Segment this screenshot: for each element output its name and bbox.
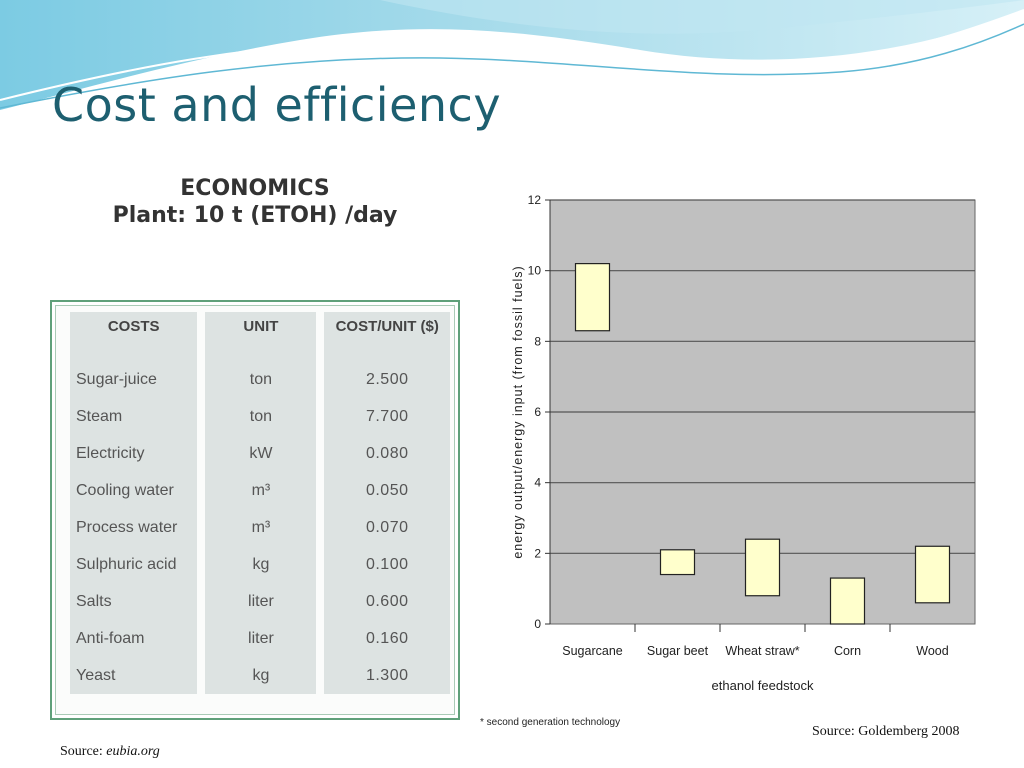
cost-name-cell: Electricity <box>70 435 198 473</box>
column-header-unit: UNIT <box>205 312 317 362</box>
cost-name-cell: Anti-foam <box>70 620 198 658</box>
table-row: Cooling water m³ 0.050 <box>70 472 450 510</box>
y-tick-label: 2 <box>534 546 541 560</box>
unit-cell: kW <box>205 435 317 473</box>
chart-footnote: * second generation technology <box>480 717 620 728</box>
table-row: Anti-foam liter 0.160 <box>70 620 450 658</box>
cost-name-cell: Yeast <box>70 657 198 695</box>
unit-cell: m³ <box>205 509 317 547</box>
source-right: Source: Goldemberg 2008 <box>812 724 960 739</box>
range-bar <box>829 577 866 625</box>
cost-name-cell: Sugar-juice <box>70 362 198 399</box>
costs-table-header-row: COSTS UNIT COST/UNIT ($) <box>70 312 450 362</box>
cost-value-cell: 7.700 <box>324 398 450 436</box>
source-left: Source: eubia.org <box>60 744 160 760</box>
unit-cell: ton <box>205 398 317 436</box>
unit-cell: kg <box>205 657 317 695</box>
cost-value-cell: 0.080 <box>324 435 450 473</box>
y-tick-label: 6 <box>534 405 541 419</box>
header-wave-decoration <box>0 0 1024 110</box>
cost-name-cell: Steam <box>70 398 198 436</box>
table-row: Yeast kg 1.300 <box>70 657 450 695</box>
y-tick-label: 10 <box>528 264 542 278</box>
economics-heading-block: ECONOMICS Plant: 10 t (ETOH) /day <box>80 176 430 228</box>
x-tick-label: Wood <box>916 644 948 658</box>
range-bar <box>744 538 781 597</box>
y-axis-label: energy output/energy input (from fossil … <box>511 265 525 558</box>
cost-value-cell: 2.500 <box>324 362 450 399</box>
range-bar <box>659 549 696 576</box>
range-bar <box>574 262 611 332</box>
y-tick-label: 4 <box>534 476 541 490</box>
economics-subheading: Plant: 10 t (ETOH) /day <box>112 203 398 228</box>
cost-value-cell: 1.300 <box>324 657 450 695</box>
y-tick-label: 8 <box>534 334 541 348</box>
x-tick-label: Corn <box>834 644 861 658</box>
column-header-cost-per-unit: COST/UNIT ($) <box>324 312 450 362</box>
table-row: Electricity kW 0.080 <box>70 435 450 473</box>
range-bar <box>914 545 951 604</box>
table-row: Sulphuric acid kg 0.100 <box>70 546 450 584</box>
table-row: Steam ton 7.700 <box>70 398 450 436</box>
cost-name-cell: Process water <box>70 509 198 547</box>
cost-name-cell: Cooling water <box>70 472 198 510</box>
unit-cell: liter <box>205 583 317 621</box>
unit-cell: ton <box>205 362 317 399</box>
y-tick-label: 12 <box>528 193 542 207</box>
cost-value-cell: 0.100 <box>324 546 450 584</box>
x-tick-label: Sugar beet <box>647 644 709 658</box>
table-row: Sugar-juice ton 2.500 <box>70 362 450 399</box>
cost-value-cell: 0.050 <box>324 472 450 510</box>
table-row: Process water m³ 0.070 <box>70 509 450 547</box>
x-axis-label: ethanol feedstock <box>712 678 814 693</box>
cost-name-cell: Sulphuric acid <box>70 546 198 584</box>
x-tick-label: Wheat straw* <box>725 644 799 658</box>
costs-table-frame: COSTS UNIT COST/UNIT ($) Sugar-juice ton… <box>50 300 460 720</box>
source-left-prefix: Source: <box>60 744 107 759</box>
unit-cell: liter <box>205 620 317 658</box>
x-tick-label: Sugarcane <box>562 644 623 658</box>
unit-cell: kg <box>205 546 317 584</box>
source-left-site: eubia.org <box>106 744 160 759</box>
economics-heading: ECONOMICS <box>180 176 330 201</box>
unit-cell: m³ <box>205 472 317 510</box>
cost-value-cell: 0.070 <box>324 509 450 547</box>
cost-value-cell: 0.160 <box>324 620 450 658</box>
cost-name-cell: Salts <box>70 583 198 621</box>
column-header-costs: COSTS <box>70 312 198 362</box>
energy-ratio-chart: 0 2 4 6 8 10 12 Sugarcane Sugar beet Wheat straw… <box>478 165 990 745</box>
table-row: Salts liter 0.600 <box>70 583 450 621</box>
costs-table: COSTS UNIT COST/UNIT ($) Sugar-juice ton… <box>62 312 458 695</box>
slide-title: Cost and efficiency <box>52 78 502 132</box>
cost-value-cell: 0.600 <box>324 583 450 621</box>
y-tick-label: 0 <box>534 617 541 631</box>
